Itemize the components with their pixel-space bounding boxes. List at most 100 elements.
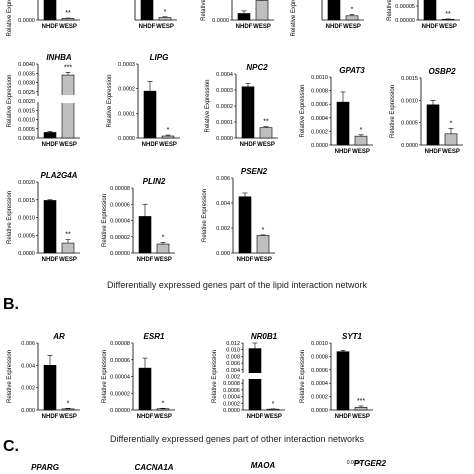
tick-label-osbp2: 0.0000 <box>401 143 418 149</box>
tick-label-inhba: 0.0030 <box>18 81 35 87</box>
tick-label-npc2: 0.0003 <box>216 88 233 94</box>
tick-label-pla2g4a: 0.0000 <box>18 251 35 257</box>
tick-label-gpat3: 0.0006 <box>311 102 328 108</box>
tick-label-plin2: 0.00000 <box>110 251 130 257</box>
tick-label-pla2g4a: 0.0005 <box>18 233 35 239</box>
bar-panel-3-nhdf <box>327 0 341 21</box>
y-axis-label-lipg: Relative Expression <box>107 74 113 127</box>
category-label-wesp: WESP <box>59 24 77 30</box>
bar-panel-2-nhdf <box>237 13 251 21</box>
significance-mark-panel-1: * <box>164 9 167 16</box>
tick-label-panel-4: 0.00000 <box>395 18 415 24</box>
tick-label-gpat3: 0.0008 <box>311 89 328 95</box>
tick-label-esr1: 0.00002 <box>110 391 130 397</box>
tick-label-psen2: 0.004 <box>216 201 230 207</box>
tick-label-nr0b1: 0.0000 <box>223 408 240 414</box>
tick-label-nr0b1: 0.004 <box>226 368 240 374</box>
chart-title-nr0b1: NR0B1 <box>251 332 278 341</box>
tick-label-nr0b1: 0.0004 <box>223 395 240 401</box>
tick-label-npc2: 0.0002 <box>216 104 233 110</box>
category-label-wesp: WESP <box>352 414 370 420</box>
tick-label-plin2: 0.00006 <box>110 202 130 208</box>
significance-mark-plin2: * <box>162 234 165 241</box>
tick-label-lipg: 0.0001 <box>118 111 135 117</box>
y-axis-label-psen2: Relative Expression <box>202 189 208 242</box>
tick-label-lipg: 0.0003 <box>118 62 135 68</box>
category-label-wesp: WESP <box>154 257 172 263</box>
significance-mark-inhba: *** <box>64 64 72 71</box>
category-label-wesp: WESP <box>59 142 77 148</box>
chart-title-syt1: SYT1 <box>342 332 363 341</box>
bar-npc2-nhdf <box>241 86 255 139</box>
bar-psen2-wesp <box>256 235 270 254</box>
tick-label-psen2: 0.002 <box>216 226 230 232</box>
category-label-wesp: WESP <box>343 24 361 30</box>
y-axis-label-npc2: Relative Expression <box>205 79 211 132</box>
tick-label-plin2: 0.00008 <box>110 186 130 192</box>
chart-title-ar: AR <box>52 332 65 341</box>
category-label-nhdf: NHDF <box>335 149 352 155</box>
chart-title-psen2: PSEN2 <box>241 167 268 176</box>
category-label-wesp: WESP <box>154 414 172 420</box>
bar-inhba-nhdf <box>43 132 57 139</box>
bar-gpat3-wesp <box>354 135 368 146</box>
category-label-nhdf: NHDF <box>42 257 59 263</box>
chart-title-pparg: PPARG <box>31 463 59 472</box>
tick-label-osbp2: 0.0015 <box>401 76 418 82</box>
category-label-nhdf: NHDF <box>137 414 154 420</box>
bar-panel-1-nhdf <box>140 0 154 21</box>
category-label-wesp: WESP <box>439 24 457 30</box>
tick-label-npc2: 0.0000 <box>216 136 233 142</box>
chart-title-inhba: INHBA <box>46 53 72 62</box>
category-label-nhdf: NHDF <box>236 24 253 30</box>
y-axis-label-osbp2: Relative Expression <box>390 85 396 138</box>
bar-esr1-nhdf <box>138 367 152 411</box>
tick-label-nr0b1: 0.006 <box>226 361 240 367</box>
bar-gpat3-nhdf <box>336 101 350 146</box>
chart-title-lipg: LIPG <box>150 53 169 62</box>
bar-panel-0-wesp <box>61 18 75 21</box>
category-label-nhdf: NHDF <box>240 142 257 148</box>
tick-label-syt1: 0.0008 <box>311 354 328 360</box>
significance-mark-pla2g4a: ** <box>65 232 71 239</box>
significance-mark-ar: * <box>67 400 70 407</box>
tick-label-syt1: 0.0010 <box>311 341 328 347</box>
y-axis-label-esr1: Relative Expression <box>102 350 108 403</box>
category-label-nhdf: NHDF <box>326 24 343 30</box>
tick-label-osbp2: 0.0005 <box>401 121 418 127</box>
category-label-nhdf: NHDF <box>335 414 352 420</box>
tick-label-panel-2: 0.0000 <box>212 18 229 24</box>
axis-break-gap <box>58 95 78 104</box>
tick-label-plin2: 0.00002 <box>110 235 130 241</box>
tick-label-pla2g4a: 0.0010 <box>18 216 35 222</box>
tick-label-lipg: 0.0000 <box>118 136 135 142</box>
tick-label-syt1: 0.0004 <box>311 381 328 387</box>
lipid-network-caption: Differentially expressed genes part of t… <box>107 280 367 290</box>
tick-label-ar: 0.000 <box>21 408 35 414</box>
bar-panel-0-nhdf <box>43 0 57 21</box>
category-label-wesp: WESP <box>352 149 370 155</box>
tick-label-inhba: 0.0040 <box>18 62 35 68</box>
significance-mark-syt1: *** <box>357 398 365 405</box>
bar-nr0b1-wesp <box>266 408 280 411</box>
category-label-nhdf: NHDF <box>422 24 439 30</box>
category-label-nhdf: NHDF <box>42 142 59 148</box>
category-label-wesp: WESP <box>264 414 282 420</box>
tick-label-nr0b1: 0.0002 <box>223 401 240 407</box>
tick-label-syt1: 0.0002 <box>311 395 328 401</box>
tick-label-gpat3: 0.0004 <box>311 116 328 122</box>
significance-mark-osbp2: * <box>450 120 453 127</box>
tick-label-pla2g4a: 0.0020 <box>18 180 35 186</box>
tick-label-inhba: 0.0035 <box>18 71 35 77</box>
bar-plin2-nhdf <box>138 216 152 254</box>
tick-label-nr0b1: 0.010 <box>226 348 240 354</box>
panel-letter-b: B. <box>3 296 19 313</box>
bar-panel-2-wesp <box>255 0 269 21</box>
bar-npc2-wesp <box>259 127 273 139</box>
y-axis-label-panel-0: Relative Expression <box>7 0 13 37</box>
significance-mark-gpat3: * <box>360 127 363 134</box>
category-label-wesp: WESP <box>442 149 460 155</box>
bar-panel-4-wesp <box>441 18 455 21</box>
category-label-nhdf: NHDF <box>425 149 442 155</box>
